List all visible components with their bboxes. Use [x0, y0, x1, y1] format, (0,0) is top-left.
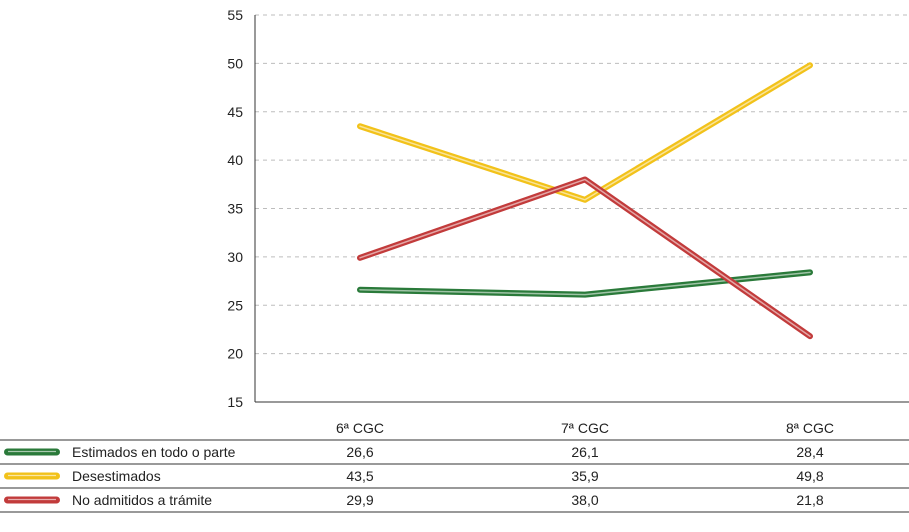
category-label: 6ª CGC	[336, 420, 384, 436]
y-tick-label: 25	[227, 297, 243, 313]
y-tick-label: 45	[227, 104, 243, 120]
table-cell-value: 26,6	[346, 444, 373, 460]
gridlines	[255, 14, 909, 355]
legend-label: No admitidos a trámite	[72, 492, 212, 508]
y-tick-labels: 15 20 25 30 35 40 45 50 55	[227, 7, 243, 410]
table-cell-value: 35,9	[571, 468, 598, 484]
category-label: 8ª CGC	[786, 420, 834, 436]
table-cell-value: 21,8	[796, 492, 823, 508]
y-tick-label: 15	[227, 394, 243, 410]
y-tick-label: 50	[227, 55, 243, 71]
category-label: 7ª CGC	[561, 420, 609, 436]
table-cell-value: 38,0	[571, 492, 598, 508]
y-tick-label: 55	[227, 7, 243, 23]
axes	[254, 15, 909, 403]
table-cell-value: 28,4	[796, 444, 823, 460]
y-tick-label: 30	[227, 249, 243, 265]
series-line	[357, 176, 813, 340]
series-line-highlight	[359, 178, 811, 337]
table-cell-value: 29,9	[346, 492, 373, 508]
y-tick-label: 35	[227, 201, 243, 217]
table-cell-value: 43,5	[346, 468, 373, 484]
legend-label: Estimados en todo o parte	[72, 444, 236, 460]
data-table: 6ª CGC 7ª CGC 8ª CGC Estimados en todo o pa…	[0, 420, 909, 513]
table-cell-value: 26,1	[571, 444, 598, 460]
legend-label: Desestimados	[72, 468, 161, 484]
y-tick-label: 20	[227, 346, 243, 362]
y-tick-label: 40	[227, 152, 243, 168]
series-lines	[357, 62, 813, 340]
table-cell-value: 49,8	[796, 468, 823, 484]
